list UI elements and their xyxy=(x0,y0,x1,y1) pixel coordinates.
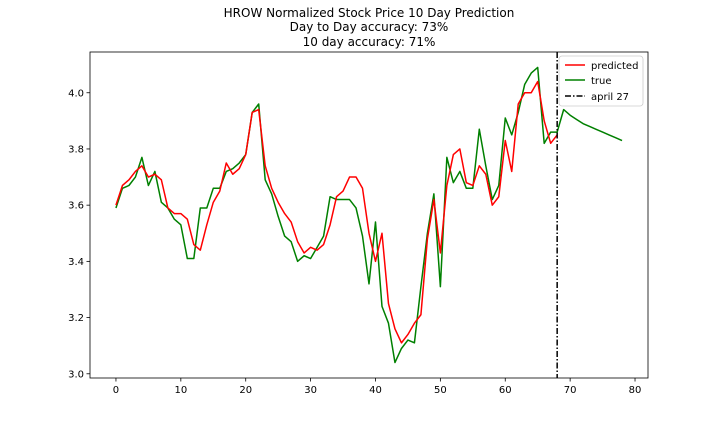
y-tick-label: 4.0 xyxy=(68,88,84,99)
series-layer xyxy=(115,66,623,364)
x-tick-label: 20 xyxy=(239,385,252,396)
x-tick-label: 0 xyxy=(113,385,119,396)
x-tick-label: 40 xyxy=(369,385,382,396)
chart-subtitle-day-accuracy: Day to Day accuracy: 73% xyxy=(290,20,449,34)
y-tick-label: 3.8 xyxy=(68,144,84,155)
plot-frame xyxy=(89,51,649,379)
legend: predicted true april 27 xyxy=(558,55,644,107)
legend-label-true: true xyxy=(591,76,612,87)
legend-label-april-27: april 27 xyxy=(591,92,629,103)
chart-title-block: HROW Normalized Stock Price 10 Day Predi… xyxy=(224,6,515,49)
x-axis: 0 10 20 30 40 50 60 70 80 xyxy=(113,378,642,396)
x-tick-label: 60 xyxy=(499,385,512,396)
legend-box xyxy=(558,55,644,107)
x-tick-label: 10 xyxy=(174,385,187,396)
legend-label-predicted: predicted xyxy=(591,61,638,72)
x-tick-label: 50 xyxy=(434,385,447,396)
y-tick-label: 3.6 xyxy=(68,201,84,212)
x-tick-label: 70 xyxy=(564,385,577,396)
y-axis: 3.0 3.2 3.4 3.6 3.8 4.0 xyxy=(68,88,90,380)
chart-title: HROW Normalized Stock Price 10 Day Predi… xyxy=(224,6,515,20)
x-tick-label: 80 xyxy=(629,385,642,396)
chart-subtitle-10day-accuracy: 10 day accuracy: 71% xyxy=(303,35,436,49)
y-tick-label: 3.2 xyxy=(68,313,84,324)
y-tick-label: 3.4 xyxy=(68,257,84,268)
y-tick-label: 3.0 xyxy=(68,369,84,380)
series-line-true xyxy=(115,66,623,364)
x-tick-label: 30 xyxy=(304,385,317,396)
series-line-predicted xyxy=(115,80,558,344)
